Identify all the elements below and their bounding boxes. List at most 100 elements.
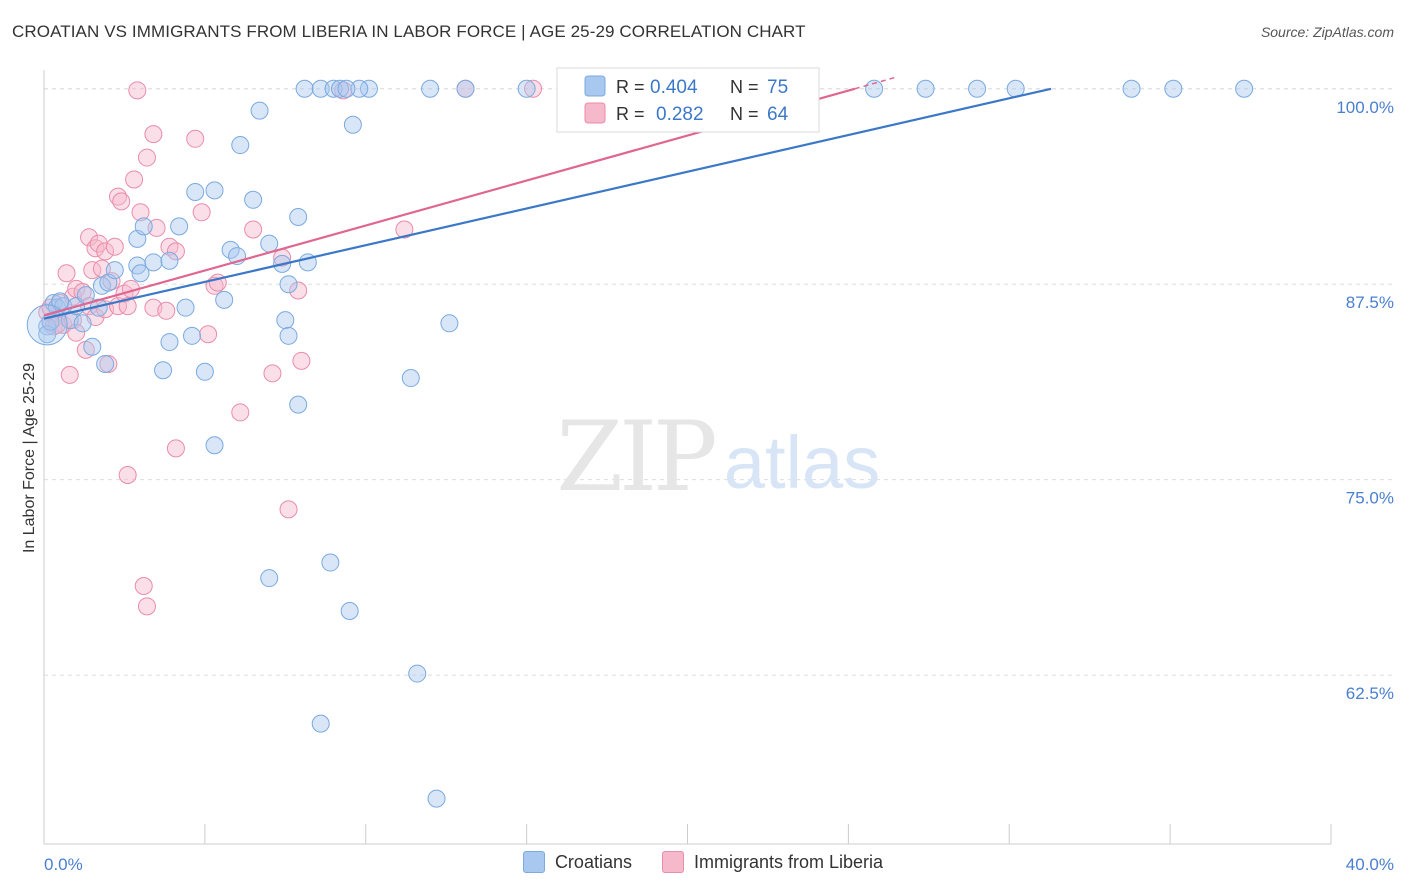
gridlines — [44, 88, 1394, 676]
chart-title: CROATIAN VS IMMIGRANTS FROM LIBERIA IN L… — [12, 22, 806, 41]
croatian-point — [440, 314, 459, 333]
croatian-point — [289, 207, 308, 226]
liberia-point — [125, 170, 144, 189]
liberia-point — [118, 465, 137, 484]
croatian-point — [73, 314, 92, 333]
croatian-point — [244, 190, 263, 209]
bottom-legend: Croatians Immigrants from Liberia — [0, 851, 1406, 873]
croatian-point — [916, 79, 935, 98]
legend-n-value-liberia: 64 — [767, 104, 789, 125]
croatian-point — [401, 369, 420, 388]
croatian-point — [295, 79, 314, 98]
legend-r-label-liberia: R = — [616, 104, 645, 124]
liberia-point — [147, 218, 166, 237]
croatian-point — [517, 79, 536, 98]
croatian-point — [311, 714, 330, 733]
x-ticks — [204, 824, 1332, 844]
stats-legend: R = 0.404 N = 75 R = 0.282 N = 64 — [556, 67, 820, 133]
legend-item-croatians: Croatians — [522, 851, 632, 873]
watermark-atlas: atlas — [724, 421, 880, 504]
croatian-point — [215, 290, 234, 309]
croatian-point — [105, 261, 124, 280]
croatian-point — [324, 79, 343, 98]
legend-swatch-croatians — [584, 75, 606, 97]
croatian-point — [359, 79, 378, 98]
croatian-point — [968, 79, 987, 98]
liberia-point — [524, 79, 543, 98]
legend-r-value-croatians: 0.404 — [650, 77, 698, 98]
liberia-point — [199, 325, 218, 344]
liberia-point — [57, 264, 76, 283]
legend-label-liberia: Immigrants from Liberia — [693, 851, 884, 872]
liberia-point — [166, 439, 185, 458]
croatian-point — [83, 337, 102, 356]
liberia-point — [137, 597, 156, 616]
croatian-point — [321, 553, 340, 572]
croatian-point — [279, 275, 298, 294]
croatian-point — [186, 182, 205, 201]
x-tick-label-min: 0.0% — [44, 855, 83, 874]
croatian-point — [276, 311, 295, 330]
croatian-point — [250, 101, 269, 120]
croatian-point — [337, 79, 356, 98]
croatian-point — [350, 79, 369, 98]
liberia-point — [244, 220, 263, 239]
croatian-point — [456, 79, 475, 98]
y-tick-label: 100.0% — [1336, 98, 1394, 117]
liberia-point — [109, 187, 128, 206]
y-tick-labels: 62.5% 75.0% 87.5% 100.0% — [1336, 98, 1394, 703]
croatian-point — [134, 217, 153, 236]
croatian-point — [183, 326, 202, 345]
liberia-point — [160, 237, 179, 256]
croatian-point — [865, 79, 884, 98]
watermark-zip: ZIP — [556, 401, 715, 513]
croatian-point — [154, 361, 173, 380]
croatian-point — [340, 602, 359, 621]
croatian-point — [131, 264, 150, 283]
croatian-point — [427, 789, 446, 808]
source-label: Source: ZipAtlas.com — [1260, 24, 1394, 40]
liberia-point — [263, 364, 282, 383]
liberia-point — [192, 203, 211, 222]
legend-n-label-liberia: N = — [730, 104, 759, 124]
croatian-point — [1235, 79, 1254, 98]
y-tick-label: 62.5% — [1346, 684, 1394, 703]
liberia-point — [128, 81, 147, 100]
croatian-point — [421, 79, 440, 98]
liberia-point — [80, 228, 99, 247]
croatian-point — [205, 436, 224, 455]
liberia-point — [102, 272, 121, 291]
liberia-point — [118, 297, 137, 316]
x-tick-label-max: 40.0% — [1346, 855, 1394, 874]
y-tick-label: 87.5% — [1346, 293, 1394, 312]
legend-swatch-bottom-croatians — [522, 851, 545, 873]
trend-line-croatians — [43, 87, 1052, 320]
legend-item-liberia: Immigrants from Liberia — [661, 851, 884, 873]
liberia-point — [334, 81, 353, 100]
liberia-point — [166, 242, 185, 261]
liberia-point — [144, 125, 163, 144]
watermark: ZIP atlas — [556, 401, 880, 513]
croatian-point — [144, 253, 163, 272]
legend-n-value-croatians: 75 — [767, 77, 788, 98]
legend-swatch-liberia — [584, 102, 606, 124]
liberia-point — [231, 403, 250, 422]
croatian-points — [26, 79, 1254, 808]
croatian-point — [343, 115, 362, 134]
liberia-point — [60, 365, 79, 384]
croatian-point — [260, 234, 279, 253]
liberia-point — [289, 281, 308, 300]
croatian-point — [1164, 79, 1183, 98]
liberia-point — [131, 203, 150, 222]
x-tick-labels: 0.0% 40.0% — [44, 855, 1394, 874]
legend-swatch-bottom-liberia — [661, 851, 684, 873]
croatian-point — [160, 333, 179, 352]
liberia-point — [137, 148, 156, 167]
liberia-point — [96, 242, 115, 261]
croatian-point — [311, 79, 330, 98]
croatian-point — [331, 79, 350, 98]
legend-n-label-croatians: N = — [730, 77, 759, 97]
liberia-point — [157, 301, 176, 320]
liberia-points — [38, 79, 543, 616]
croatian-point — [195, 362, 214, 381]
